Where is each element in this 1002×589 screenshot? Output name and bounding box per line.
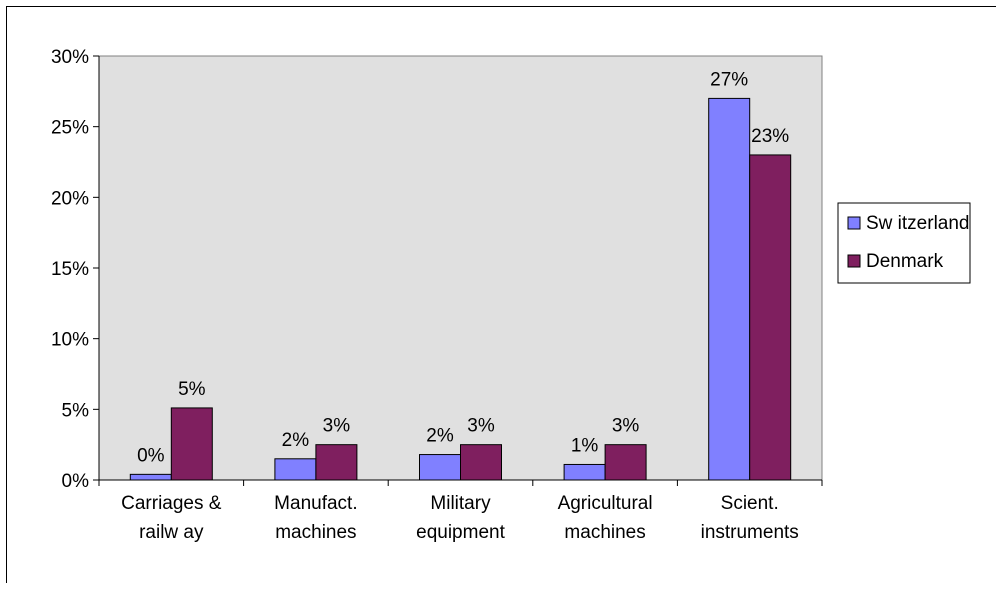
y-tick-label: 15% [51, 259, 89, 280]
data-label: 1% [571, 435, 599, 456]
legend-box [837, 202, 971, 284]
data-label: 27% [710, 69, 748, 90]
data-label: 2% [426, 426, 454, 447]
chart-frame [6, 6, 996, 583]
bar [749, 154, 792, 481]
data-label: 2% [282, 430, 310, 451]
data-label: 3% [323, 416, 351, 437]
bar [129, 473, 172, 481]
plot-area [98, 55, 823, 481]
data-label: 23% [751, 126, 789, 147]
data-label: 5% [178, 379, 206, 400]
legend: Sw itzerland Denmark [837, 202, 971, 284]
y-tick-label: 25% [51, 118, 89, 139]
data-label: 0% [137, 445, 165, 466]
y-tick-label: 30% [51, 47, 89, 68]
data-label: 3% [612, 416, 640, 437]
y-tick-label: 10% [51, 330, 89, 351]
y-tick-label: 0% [62, 471, 90, 492]
x-tick-label: Manufact. machines [274, 493, 357, 543]
bar [274, 458, 317, 481]
y-tick-label: 20% [51, 188, 89, 209]
bar [419, 454, 461, 481]
legend-swatch-denmark [847, 254, 861, 268]
legend-label-switzerland: Sw itzerland [866, 213, 970, 234]
bar [604, 444, 647, 481]
legend-swatch-switzerland [847, 216, 861, 230]
bar [460, 444, 502, 481]
legend-label-denmark: Denmark [866, 251, 944, 272]
x-tick-label: Agricultural machines [558, 493, 653, 543]
data-label: 3% [467, 416, 495, 437]
bar [708, 97, 751, 481]
bar [315, 444, 358, 481]
y-tick-label: 5% [62, 400, 90, 421]
bar [563, 463, 606, 481]
x-tick-label: Military equipment [416, 493, 505, 543]
bar [170, 407, 213, 481]
x-tick-label: Carriages & railw ay [121, 493, 222, 543]
x-tick-label: Scient. instruments [701, 493, 799, 543]
